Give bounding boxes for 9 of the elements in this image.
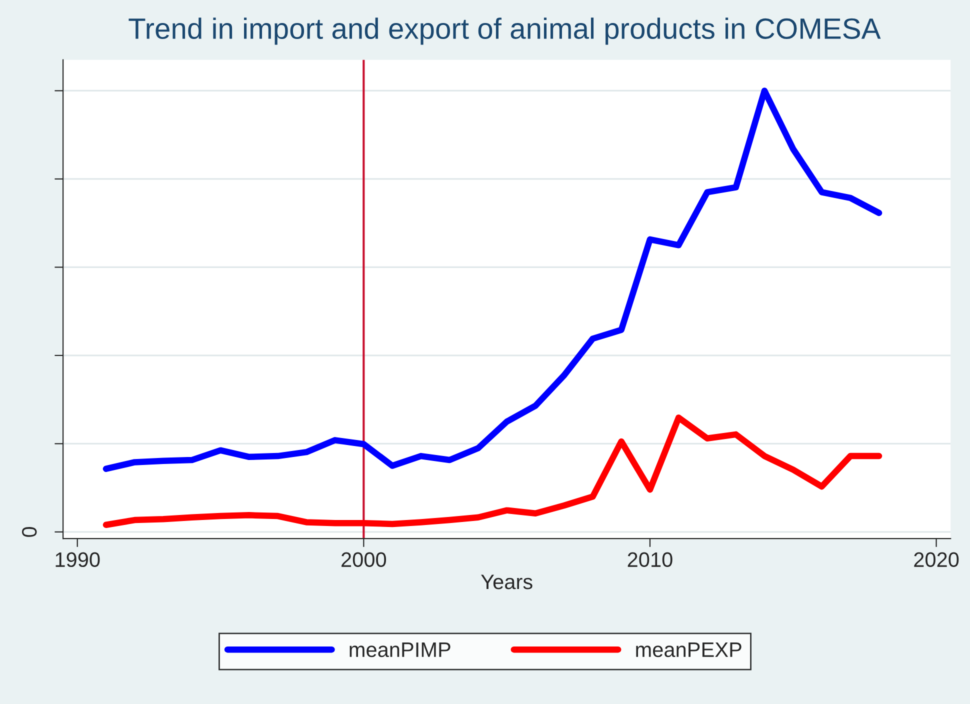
chart-title: Trend in import and export of animal products in COMESA bbox=[128, 18, 881, 45]
x-tick-label: 1990 bbox=[56, 552, 100, 568]
x-tick-label: 2020 bbox=[914, 552, 959, 568]
legend-label: meanPEXP bbox=[636, 642, 742, 658]
text: 0 bbox=[22, 526, 37, 537]
x-tick-label: 2000 bbox=[342, 552, 386, 568]
x-tick-label: 2010 bbox=[628, 552, 672, 568]
x-axis-title: Years bbox=[481, 574, 532, 590]
legend-label: meanPIMP bbox=[350, 642, 450, 658]
